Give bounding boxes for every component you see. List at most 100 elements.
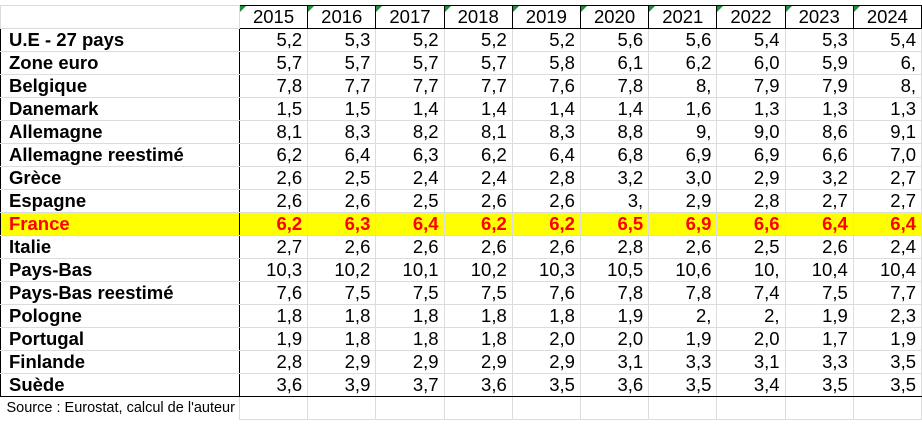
value-cell[interactable]: 7,5 [307, 281, 377, 305]
value-cell[interactable]: 7,5 [375, 281, 445, 305]
value-cell[interactable]: 1,8 [238, 304, 309, 328]
country-name-cell[interactable]: U.E - 27 pays [0, 28, 240, 52]
empty-cell[interactable] [307, 396, 377, 420]
value-cell[interactable]: 7,7 [443, 74, 513, 98]
value-cell[interactable]: 1,9 [238, 327, 309, 351]
value-cell[interactable]: 7,9 [716, 74, 786, 98]
value-cell[interactable]: 6,4 [511, 143, 581, 167]
value-cell[interactable]: 2,6 [511, 235, 581, 259]
value-cell[interactable]: 7,6 [238, 281, 309, 305]
value-cell[interactable]: 5,3 [784, 28, 854, 52]
value-cell[interactable]: 7,6 [511, 74, 581, 98]
country-name-cell[interactable]: Pays-Bas [0, 258, 240, 282]
value-cell[interactable]: 1,8 [443, 304, 513, 328]
value-cell[interactable]: 3,2 [784, 166, 854, 190]
value-cell[interactable]: 5,2 [511, 28, 581, 52]
value-cell[interactable]: 2,6 [443, 235, 513, 259]
value-cell[interactable]: 10,2 [307, 258, 377, 282]
value-cell[interactable]: 2,8 [511, 166, 581, 190]
value-cell[interactable]: 2,6 [238, 166, 309, 190]
value-cell[interactable]: 8,2 [375, 120, 445, 144]
value-cell[interactable]: 7,5 [784, 281, 854, 305]
value-cell[interactable]: 5,7 [443, 51, 513, 75]
country-name-cell[interactable]: Suède [0, 373, 240, 397]
value-cell[interactable]: 6,6 [716, 212, 786, 236]
value-cell[interactable]: 1,3 [852, 97, 922, 121]
value-cell[interactable]: 1,8 [307, 304, 377, 328]
value-cell[interactable]: 3,1 [716, 350, 786, 374]
value-cell[interactable]: 10,4 [852, 258, 922, 282]
value-cell[interactable]: 6,2 [443, 143, 513, 167]
value-cell[interactable]: 6,2 [648, 51, 718, 75]
value-cell[interactable]: 2,6 [307, 189, 377, 213]
value-cell[interactable]: 2,5 [716, 235, 786, 259]
value-cell[interactable]: 2,7 [238, 235, 309, 259]
value-cell[interactable]: 5,8 [511, 51, 581, 75]
value-cell[interactable]: 6,2 [238, 143, 309, 167]
year-header-cell[interactable]: 2024 [852, 5, 922, 29]
value-cell[interactable]: 2,6 [648, 235, 718, 259]
value-cell[interactable]: 2,6 [511, 189, 581, 213]
value-cell[interactable]: 5,6 [648, 28, 718, 52]
value-cell[interactable]: 10,2 [443, 258, 513, 282]
value-cell[interactable]: 1,9 [852, 327, 922, 351]
value-cell[interactable]: 2,8 [716, 189, 786, 213]
value-cell[interactable]: 6,3 [375, 143, 445, 167]
value-cell[interactable]: 2,6 [443, 189, 513, 213]
value-cell[interactable]: 1,5 [238, 97, 309, 121]
year-header-cell[interactable]: 2021 [648, 5, 718, 29]
value-cell[interactable]: 2,7 [784, 189, 854, 213]
value-cell[interactable]: 2,9 [716, 166, 786, 190]
value-cell[interactable]: 6,2 [511, 212, 581, 236]
country-name-cell[interactable]: Danemark [0, 97, 240, 121]
value-cell[interactable]: 2,0 [579, 327, 650, 351]
value-cell[interactable]: 8,1 [238, 120, 309, 144]
empty-cell[interactable] [238, 396, 309, 420]
value-cell[interactable]: 2,7 [852, 189, 922, 213]
value-cell[interactable]: 3,5 [852, 350, 922, 374]
country-name-cell[interactable]: Zone euro [0, 51, 240, 75]
value-cell[interactable]: 3,5 [852, 373, 922, 397]
country-name-cell[interactable]: Portugal [0, 327, 240, 351]
value-cell[interactable]: 1,8 [375, 304, 445, 328]
value-cell[interactable]: 3,4 [716, 373, 786, 397]
value-cell[interactable]: 1,9 [648, 327, 718, 351]
value-cell[interactable]: 2,9 [511, 350, 581, 374]
value-cell[interactable]: 8, [852, 74, 922, 98]
value-cell[interactable]: 7,7 [375, 74, 445, 98]
value-cell[interactable]: 6,0 [716, 51, 786, 75]
value-cell[interactable]: 3,2 [579, 166, 650, 190]
value-cell[interactable]: 6,3 [307, 212, 377, 236]
value-cell[interactable]: 1,4 [443, 97, 513, 121]
year-header-cell[interactable]: 2019 [511, 5, 581, 29]
country-name-cell[interactable]: Allemagne [0, 120, 240, 144]
value-cell[interactable]: 7,5 [443, 281, 513, 305]
value-cell[interactable]: 7,7 [852, 281, 922, 305]
value-cell[interactable]: 2, [716, 304, 786, 328]
value-cell[interactable]: 10,3 [511, 258, 581, 282]
value-cell[interactable]: 7,7 [307, 74, 377, 98]
value-cell[interactable]: 6,8 [579, 143, 650, 167]
country-name-cell[interactable]: Grèce [0, 166, 240, 190]
country-name-cell[interactable]: Pologne [0, 304, 240, 328]
value-cell[interactable]: 3,6 [579, 373, 650, 397]
empty-cell[interactable] [579, 396, 650, 420]
empty-cell[interactable] [648, 396, 718, 420]
value-cell[interactable]: 3,9 [307, 373, 377, 397]
value-cell[interactable]: 6, [852, 51, 922, 75]
value-cell[interactable]: 3,1 [579, 350, 650, 374]
value-cell[interactable]: 2,6 [307, 235, 377, 259]
value-cell[interactable]: 5,3 [307, 28, 377, 52]
year-header-cell[interactable]: 2016 [307, 5, 377, 29]
value-cell[interactable]: 2,9 [307, 350, 377, 374]
value-cell[interactable]: 2,4 [443, 166, 513, 190]
empty-cell[interactable] [852, 396, 922, 420]
empty-cell[interactable] [784, 396, 854, 420]
value-cell[interactable]: 1,8 [307, 327, 377, 351]
value-cell[interactable]: 3,3 [648, 350, 718, 374]
value-cell[interactable]: 8,1 [443, 120, 513, 144]
value-cell[interactable]: 8, [648, 74, 718, 98]
value-cell[interactable]: 10,4 [784, 258, 854, 282]
value-cell[interactable]: 1,6 [648, 97, 718, 121]
year-header-cell[interactable]: 2017 [375, 5, 445, 29]
